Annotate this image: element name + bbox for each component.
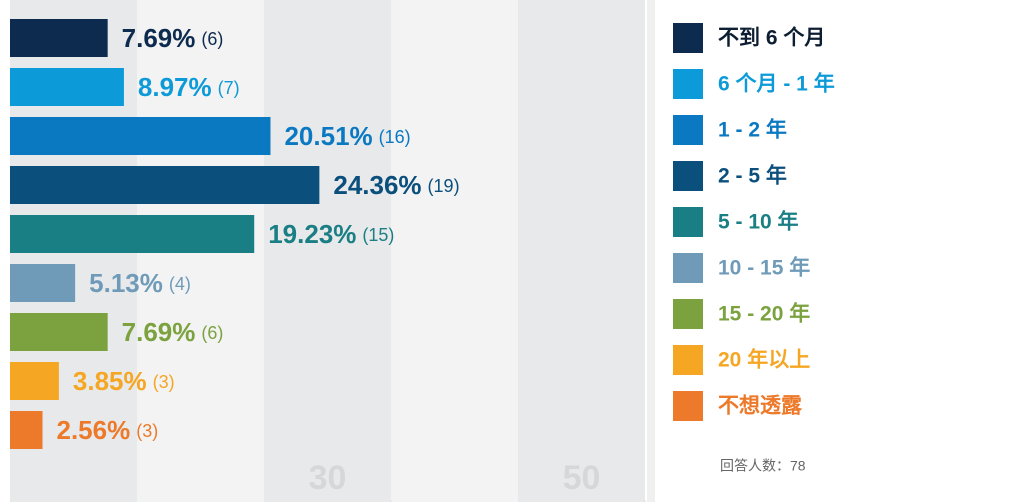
value-label: 2.56% — [57, 415, 131, 445]
data-label: 20.51% (16) — [284, 121, 410, 151]
count-label: (19) — [428, 176, 460, 196]
legend-swatch — [673, 207, 703, 237]
legend-label: 6 个月 - 1 年 — [718, 72, 835, 96]
legend-swatch — [673, 69, 703, 99]
stripe — [391, 0, 518, 502]
bar — [10, 313, 108, 351]
legend-swatch — [673, 115, 703, 145]
data-label: 8.97% (7) — [138, 72, 240, 102]
stripe — [518, 0, 645, 502]
bar — [10, 362, 59, 400]
legend-label: 10 - 15 年 — [718, 256, 810, 280]
legend-swatch — [673, 23, 703, 53]
legend-label: 1 - 2 年 — [718, 118, 787, 142]
x-tick-label: 30 — [309, 459, 347, 497]
value-label: 8.97% — [138, 72, 212, 102]
value-label: 20.51% — [284, 121, 372, 151]
bar — [10, 117, 271, 155]
legend-label: 2 - 5 年 — [718, 164, 787, 188]
legend-swatch — [673, 345, 703, 375]
count-label: (7) — [218, 78, 240, 98]
value-label: 19.23% — [268, 219, 356, 249]
legend-label: 不到 6 个月 — [718, 27, 825, 50]
value-label: 5.13% — [89, 268, 163, 298]
data-label: 2.56% (3) — [57, 415, 159, 445]
count-label: (3) — [136, 421, 158, 441]
value-label: 7.69% — [122, 23, 196, 53]
bar — [10, 19, 108, 57]
legend-swatch — [673, 299, 703, 329]
count-label: (6) — [201, 29, 223, 49]
legend-swatch — [673, 253, 703, 283]
data-label: 7.69% (6) — [122, 23, 224, 53]
data-label: 5.13% (4) — [89, 268, 191, 298]
bar — [10, 166, 320, 204]
data-label: 24.36% (19) — [333, 170, 459, 200]
legend-label: 不想透露 — [718, 395, 803, 418]
count-label: (3) — [153, 372, 175, 392]
legend-label: 15 - 20 年 — [718, 302, 810, 326]
count-label: (15) — [362, 225, 394, 245]
value-label: 3.85% — [73, 366, 147, 396]
footnote: 回答人数：78 — [720, 458, 806, 474]
legend-label: 20 年以上 — [718, 348, 810, 372]
legend-label: 5 - 10 年 — [718, 210, 799, 234]
data-label: 7.69% (6) — [122, 317, 224, 347]
x-tick-label: 50 — [563, 459, 601, 497]
bar — [10, 264, 76, 302]
legend-swatch — [673, 391, 703, 421]
value-label: 24.36% — [333, 170, 421, 200]
bar — [10, 215, 255, 253]
legend-swatch — [673, 161, 703, 191]
count-label: (16) — [379, 127, 411, 147]
bar — [10, 68, 124, 106]
data-label: 19.23% (15) — [268, 219, 394, 249]
count-label: (6) — [201, 323, 223, 343]
count-label: (4) — [169, 274, 191, 294]
data-label: 3.85% (3) — [73, 366, 175, 396]
legend-panel — [655, 0, 1026, 502]
bar — [10, 411, 43, 449]
value-label: 7.69% — [122, 317, 196, 347]
stripe — [264, 0, 391, 502]
